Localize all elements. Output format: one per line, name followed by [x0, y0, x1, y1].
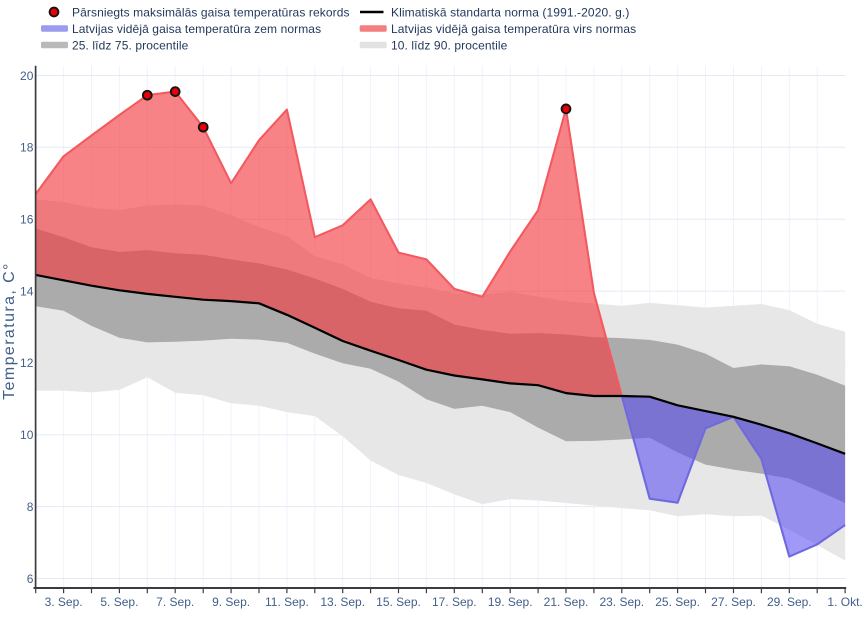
svg-text:8: 8 [27, 500, 34, 514]
svg-text:25. līdz 75. procentile: 25. līdz 75. procentile [72, 38, 189, 52]
svg-text:Latvijas vidējā gaisa temperat: Latvijas vidējā gaisa temperatūra virs n… [391, 22, 636, 36]
svg-text:25. Sep.: 25. Sep. [655, 595, 700, 609]
svg-text:27. Sep.: 27. Sep. [711, 595, 756, 609]
svg-text:5. Sep.: 5. Sep. [100, 595, 138, 609]
svg-text:10. līdz 90. procentile: 10. līdz 90. procentile [391, 38, 508, 52]
svg-text:16: 16 [20, 213, 34, 227]
svg-text:29. Sep.: 29. Sep. [767, 595, 812, 609]
svg-text:9. Sep.: 9. Sep. [212, 595, 250, 609]
svg-text:21. Sep.: 21. Sep. [544, 595, 589, 609]
svg-text:7. Sep.: 7. Sep. [156, 595, 194, 609]
svg-text:Temperatura, C°: Temperatura, C° [1, 262, 18, 400]
svg-text:Klimatiskā standarta norma (19: Klimatiskā standarta norma (1991.-2020. … [391, 5, 629, 19]
svg-text:10: 10 [20, 428, 34, 442]
svg-text:17. Sep.: 17. Sep. [432, 595, 477, 609]
svg-text:14: 14 [20, 284, 34, 298]
svg-text:Latvijas vidējā gaisa temperat: Latvijas vidējā gaisa temperatūra zem no… [72, 22, 321, 36]
svg-text:3. Sep.: 3. Sep. [45, 595, 83, 609]
svg-text:12: 12 [20, 356, 34, 370]
svg-text:13. Sep.: 13. Sep. [320, 595, 365, 609]
svg-text:6: 6 [27, 572, 34, 586]
svg-text:15. Sep.: 15. Sep. [376, 595, 421, 609]
svg-text:1. Okt.: 1. Okt. [827, 595, 862, 609]
svg-text:Pārsniegts maksimālās gaisa te: Pārsniegts maksimālās gaisa temperatūras… [72, 5, 350, 19]
svg-text:23. Sep.: 23. Sep. [599, 595, 644, 609]
svg-text:11. Sep.: 11. Sep. [265, 595, 309, 609]
svg-text:18: 18 [20, 141, 34, 155]
svg-text:19. Sep.: 19. Sep. [488, 595, 533, 609]
svg-text:20: 20 [20, 69, 34, 83]
